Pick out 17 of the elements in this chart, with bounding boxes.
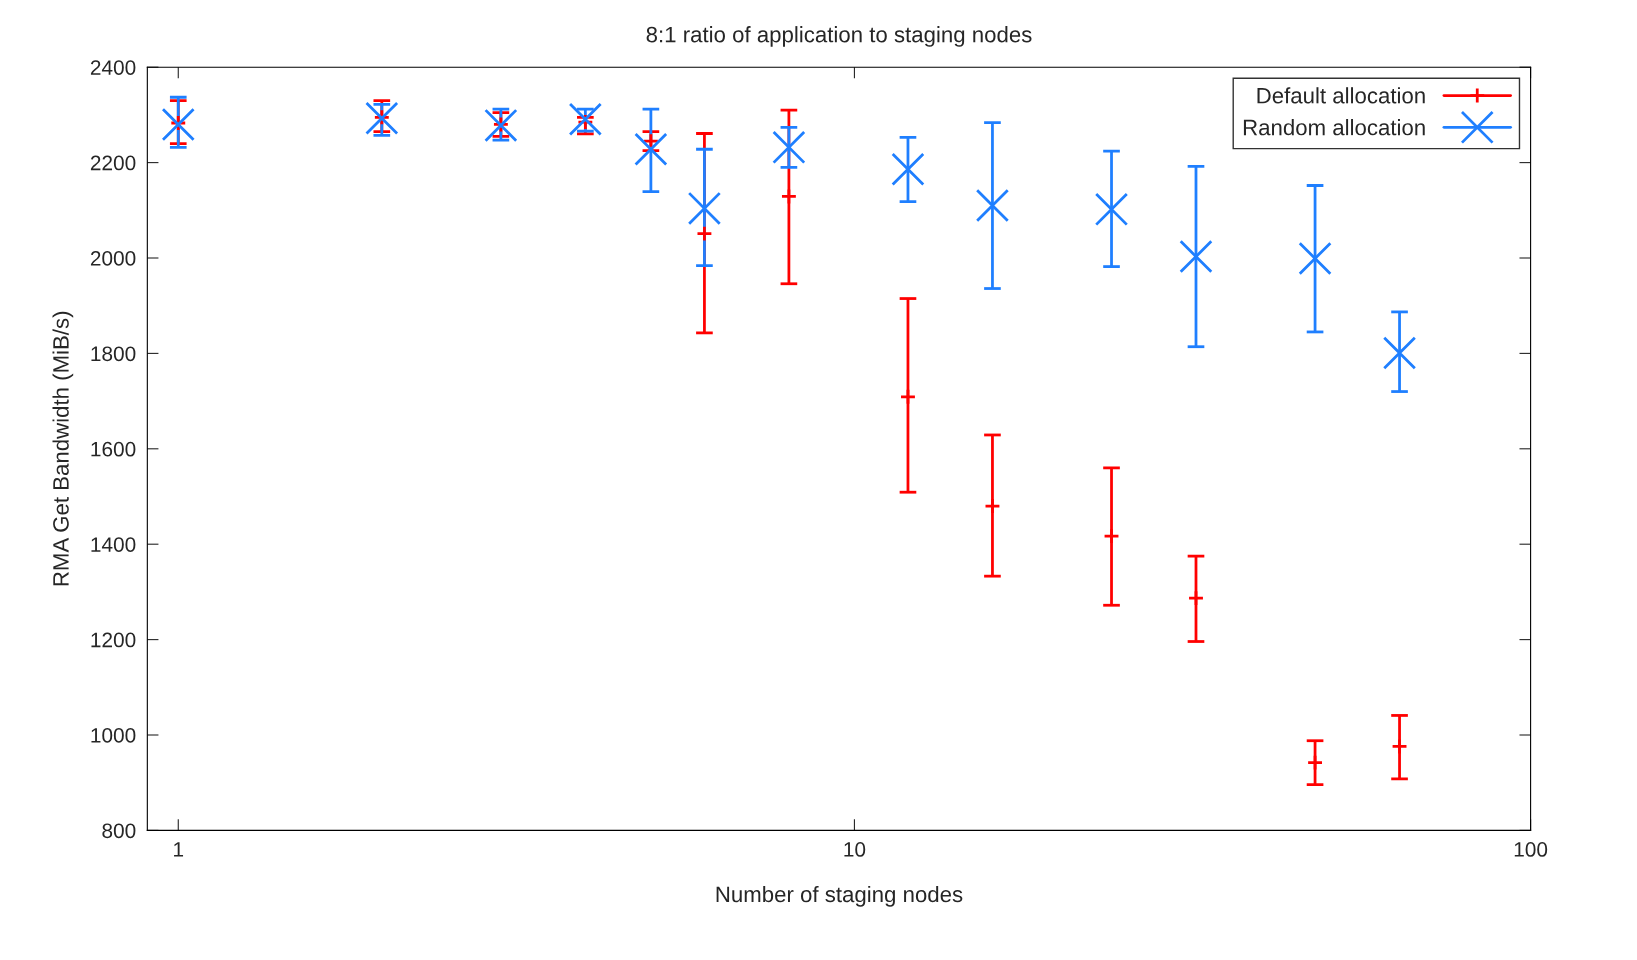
legend-label: Random allocation bbox=[1243, 119, 1425, 136]
x-tick-label: 100 bbox=[1514, 842, 1548, 857]
y-tick-label: 2400 bbox=[90, 60, 136, 75]
x-axis-title: Number of staging nodes bbox=[716, 885, 963, 907]
chart-title: 8:1 ratio of application to staging nodes bbox=[646, 26, 1032, 47]
y-axis-title: RMA Get Bandwidth (MiB/s) bbox=[52, 311, 74, 586]
y-tick-label: 1600 bbox=[91, 441, 136, 457]
y-tick-label: 1800 bbox=[91, 346, 136, 362]
y-tick-label: 2000 bbox=[90, 251, 136, 266]
y-tick-label: 2200 bbox=[90, 155, 136, 171]
y-tick-label: 1000 bbox=[91, 728, 136, 743]
y-tick-label: 1400 bbox=[91, 537, 136, 552]
x-tick-label: 10 bbox=[844, 842, 866, 857]
legend-label: Default allocation bbox=[1257, 87, 1425, 104]
x-tick-label: 1 bbox=[174, 842, 184, 857]
y-tick-label: 800 bbox=[102, 823, 136, 839]
y-tick-label: 1200 bbox=[91, 632, 136, 648]
